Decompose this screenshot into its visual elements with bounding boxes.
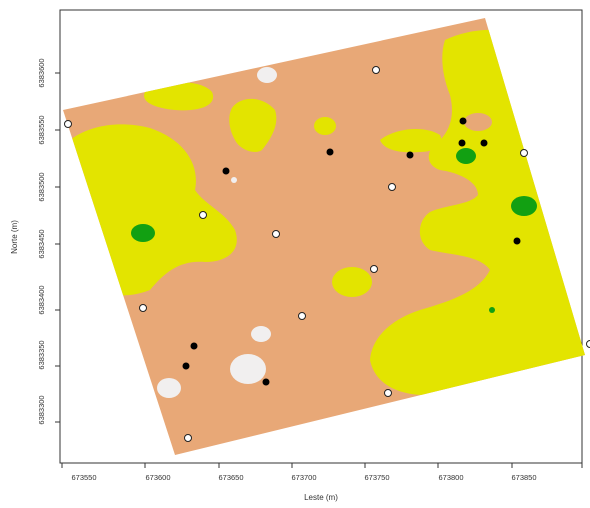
open-point bbox=[139, 304, 147, 312]
filled-point bbox=[190, 342, 198, 350]
y-axis bbox=[55, 72, 60, 423]
filled-point bbox=[326, 148, 334, 156]
open-sample-points bbox=[64, 66, 590, 442]
white-patch-bottom-left bbox=[157, 378, 181, 398]
green-patch-left bbox=[131, 224, 155, 242]
filled-sample-points bbox=[182, 117, 521, 386]
x-axis bbox=[61, 463, 583, 468]
x-tick-label: 673800 bbox=[438, 473, 463, 482]
x-tick-label: 673750 bbox=[364, 473, 389, 482]
plot-frame bbox=[59, 9, 583, 464]
filled-point bbox=[459, 117, 467, 125]
x-tick-label: 673850 bbox=[511, 473, 536, 482]
yellow-zone-upper-mid bbox=[229, 98, 277, 152]
x-tick-label: 673600 bbox=[145, 473, 170, 482]
white-patch-top bbox=[257, 67, 277, 83]
open-point bbox=[64, 120, 72, 128]
y-tick-label: 6383450 bbox=[37, 229, 46, 258]
open-point bbox=[370, 265, 378, 273]
open-point bbox=[372, 66, 380, 74]
y-tick-label: 6383550 bbox=[37, 115, 46, 144]
y-tick-label: 6383300 bbox=[37, 395, 46, 424]
y-axis-label: Norte (m) bbox=[10, 220, 19, 254]
open-point bbox=[184, 434, 192, 442]
filled-point bbox=[182, 362, 190, 370]
white-patch-dot bbox=[231, 177, 237, 183]
green-patch-right bbox=[511, 196, 537, 216]
open-point bbox=[586, 340, 590, 348]
white-patch-bottom-small bbox=[251, 326, 271, 342]
yellow-zone-small bbox=[314, 117, 336, 135]
y-tick-labels: 6383300 6383350 6383400 6383450 6383500 … bbox=[37, 58, 46, 424]
open-point bbox=[384, 389, 392, 397]
y-tick-label: 6383400 bbox=[37, 285, 46, 314]
open-point bbox=[520, 149, 528, 157]
y-tick-label: 6383600 bbox=[37, 58, 46, 87]
x-tick-labels: 673550 673600 673650 673700 673750 67380… bbox=[71, 473, 536, 482]
green-patch-dot bbox=[489, 307, 495, 313]
x-tick-label: 673550 bbox=[71, 473, 96, 482]
open-point bbox=[199, 211, 207, 219]
x-tick-label: 673700 bbox=[291, 473, 316, 482]
y-tick-label: 6383500 bbox=[37, 172, 46, 201]
filled-point bbox=[222, 167, 230, 175]
yellow-zone-center bbox=[332, 267, 372, 297]
filled-point bbox=[406, 151, 414, 159]
white-patch-bottom-large bbox=[230, 354, 266, 384]
filled-point bbox=[458, 139, 466, 147]
green-patch-upper-right bbox=[456, 148, 476, 164]
filled-point bbox=[480, 139, 488, 147]
open-point bbox=[298, 312, 306, 320]
yellow-zone-top-left bbox=[144, 82, 214, 111]
tan-island bbox=[464, 113, 492, 131]
open-point bbox=[388, 183, 396, 191]
open-point bbox=[272, 230, 280, 238]
x-axis-label: Leste (m) bbox=[304, 493, 338, 502]
filled-point bbox=[513, 237, 521, 245]
x-tick-label: 673650 bbox=[218, 473, 243, 482]
yellow-zone-strip bbox=[380, 128, 442, 153]
y-tick-label: 6383350 bbox=[37, 340, 46, 369]
filled-point bbox=[262, 378, 270, 386]
